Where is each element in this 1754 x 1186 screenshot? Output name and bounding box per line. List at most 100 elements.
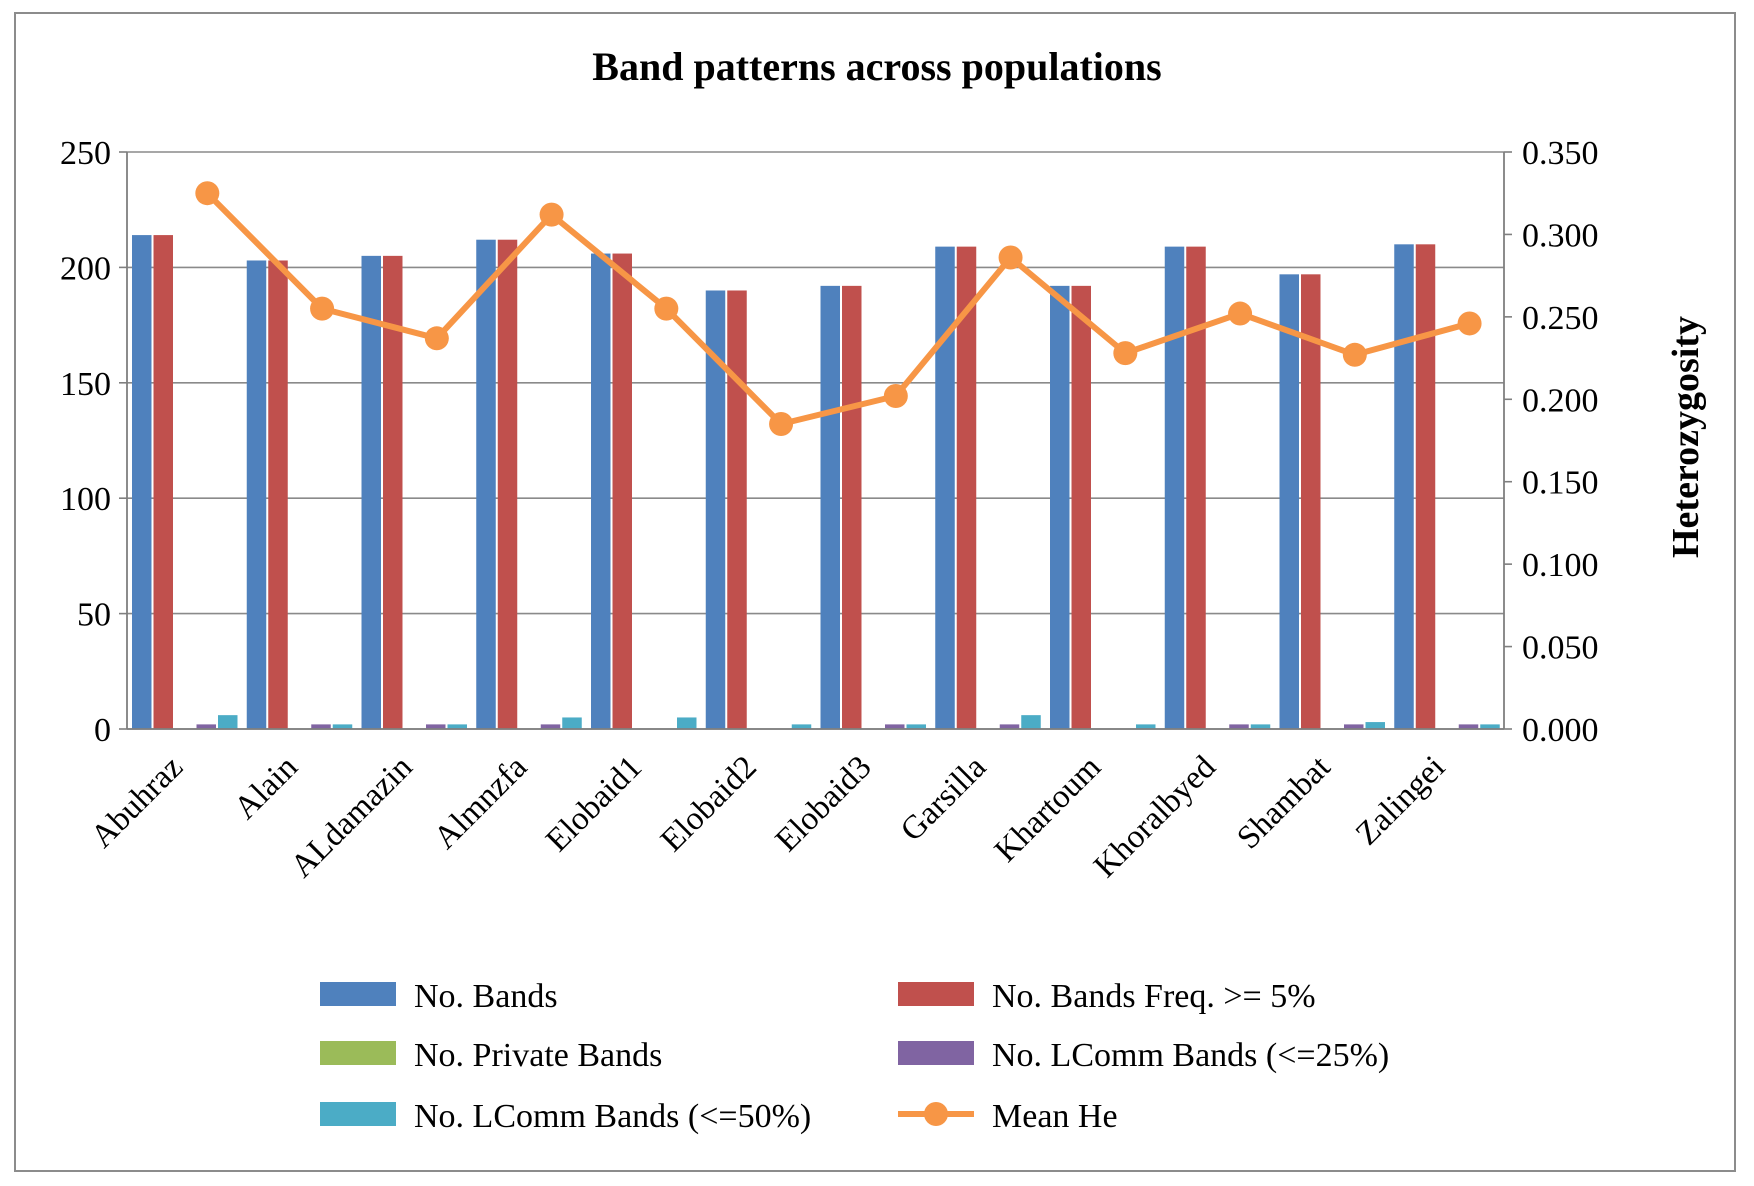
bar-no-bands-freq-5--khoralbyed: [1186, 246, 1206, 730]
bar-no-bands-freq-5--khartoum: [1071, 285, 1091, 729]
bar-no-bands-garsilla: [935, 246, 955, 730]
bar-no-bands-abuhraz: [132, 235, 152, 729]
legend-swatch: [320, 1041, 396, 1065]
bar-no-bands-freq-5--aldamazin: [383, 255, 403, 730]
bar-no-lcomm-bands-25--alain: [311, 724, 331, 729]
right-axis-label: Heterozygosity: [1665, 316, 1707, 558]
bar-no-lcomm-bands-50--alain: [332, 724, 353, 729]
legend-swatch: [320, 1102, 396, 1126]
bar-no-bands-freq-5--garsilla: [956, 246, 977, 730]
bar-no-bands-freq-5--zalingei: [1415, 244, 1436, 729]
left-tick-label: 150: [60, 366, 111, 403]
right-tick-label: 0.250: [1522, 300, 1599, 337]
mean-he-point: [654, 296, 679, 321]
legend-label: No. Private Bands: [414, 1037, 662, 1074]
bar-no-lcomm-bands-25--zalingei: [1458, 724, 1479, 729]
bar-no-lcomm-bands-50--aldamazin: [447, 724, 467, 729]
bar-no-lcomm-bands-50--abuhraz: [218, 715, 238, 729]
mean-he-point: [310, 296, 335, 321]
right-tick-label: 0.350: [1522, 135, 1599, 172]
category-label: Abuhraz: [84, 749, 190, 855]
mean-he-point: [424, 326, 449, 351]
bar-no-bands-elobaid1: [591, 253, 611, 729]
legend-swatch: [898, 1041, 974, 1065]
mean-he-point: [883, 383, 908, 408]
mean-he-point: [1457, 311, 1482, 336]
bar-no-lcomm-bands-25--almnzfa: [540, 724, 561, 729]
chart-frame: [14, 12, 1736, 1172]
category-label: Khartoum: [988, 749, 1108, 869]
bar-no-lcomm-bands-50--khoralbyed: [1250, 724, 1271, 729]
category-label: Alain: [227, 749, 304, 826]
bar-no-lcomm-bands-25--aldamazin: [426, 724, 446, 729]
category-label: ALdamazin: [284, 749, 420, 885]
bar-no-bands-freq-5--elobaid2: [727, 290, 747, 729]
legend-label: No. Bands Freq. >= 5%: [992, 978, 1316, 1015]
bar-no-lcomm-bands-50--zalingei: [1480, 724, 1500, 729]
mean-he-point: [998, 245, 1023, 270]
bar-no-lcomm-bands-50--elobaid2: [791, 724, 812, 729]
bar-no-bands-freq-5--shambat: [1301, 274, 1321, 729]
right-tick-label: 0.150: [1522, 465, 1599, 502]
legend-label: No. LComm Bands (<=50%): [414, 1098, 811, 1135]
bar-no-bands-elobaid3: [820, 285, 840, 729]
right-tick-label: 0.000: [1522, 712, 1599, 749]
mean-he-point: [1342, 342, 1367, 367]
bar-no-lcomm-bands-50--almnzfa: [562, 717, 582, 729]
bar-no-lcomm-bands-25--shambat: [1344, 724, 1364, 729]
legend-swatch: [898, 982, 974, 1006]
legend-label: No. Bands: [414, 978, 558, 1015]
legend-label: Mean He: [992, 1098, 1118, 1135]
mean-he-point: [1228, 301, 1253, 326]
left-tick-label: 200: [60, 250, 111, 287]
legend-swatch: [320, 982, 396, 1006]
right-tick-label: 0.050: [1522, 630, 1599, 667]
bar-no-bands-freq-5--alain: [268, 260, 288, 729]
bar-no-bands-khoralbyed: [1164, 246, 1185, 730]
bar-no-lcomm-bands-25--elobaid3: [885, 724, 905, 729]
bar-no-lcomm-bands-25--abuhraz: [196, 724, 216, 729]
left-tick-label: 50: [77, 597, 111, 634]
mean-he-point: [539, 202, 564, 227]
mean-he-point: [1113, 341, 1138, 366]
bar-no-lcomm-bands-25--garsilla: [999, 724, 1020, 729]
mean-he-line: [205, 191, 1471, 428]
bar-no-bands-almnzfa: [476, 239, 496, 730]
mean-he-point: [769, 412, 794, 437]
bar-no-lcomm-bands-50--shambat: [1365, 722, 1385, 729]
chart-title: Band patterns across populations: [592, 44, 1161, 89]
bar-no-bands-khartoum: [1050, 285, 1070, 729]
bar-no-lcomm-bands-50--khartoum: [1136, 724, 1156, 729]
category-label: Zalingei: [1349, 749, 1452, 852]
mean-he-point: [195, 181, 220, 206]
bar-no-bands-elobaid2: [705, 290, 726, 729]
right-tick-label: 0.100: [1522, 547, 1599, 584]
left-tick-label: 0: [94, 712, 111, 749]
bar-no-bands-aldamazin: [361, 255, 381, 730]
bar-no-bands-freq-5--elobaid3: [842, 285, 862, 729]
bar-no-bands-shambat: [1279, 274, 1299, 729]
category-label: Shambat: [1230, 749, 1337, 856]
bar-no-bands-freq-5--abuhraz: [153, 235, 173, 729]
bar-no-lcomm-bands-25--khoralbyed: [1229, 724, 1249, 729]
bar-no-bands-zalingei: [1394, 244, 1414, 729]
category-label: Almnzfa: [427, 749, 534, 856]
category-label: Elobaid3: [769, 749, 879, 859]
bar-no-lcomm-bands-50--garsilla: [1021, 715, 1041, 729]
left-tick-label: 100: [60, 481, 111, 518]
category-label: Khoralbyed: [1087, 749, 1223, 885]
right-tick-label: 0.300: [1522, 217, 1599, 254]
bar-no-lcomm-bands-50--elobaid1: [677, 717, 697, 729]
bar-no-bands-freq-5--almnzfa: [497, 239, 518, 730]
category-label: Garsilla: [894, 749, 994, 849]
bar-no-bands-alain: [246, 260, 267, 729]
legend-marker: [924, 1102, 948, 1126]
category-label: Elobaid1: [539, 749, 649, 859]
legend-label: No. LComm Bands (<=25%): [992, 1037, 1389, 1074]
right-tick-label: 0.200: [1522, 382, 1599, 419]
left-tick-label: 250: [60, 135, 111, 172]
bar-no-bands-freq-5--elobaid1: [612, 253, 632, 729]
bar-no-lcomm-bands-50--elobaid3: [906, 724, 926, 729]
category-label: Elobaid2: [654, 749, 764, 859]
